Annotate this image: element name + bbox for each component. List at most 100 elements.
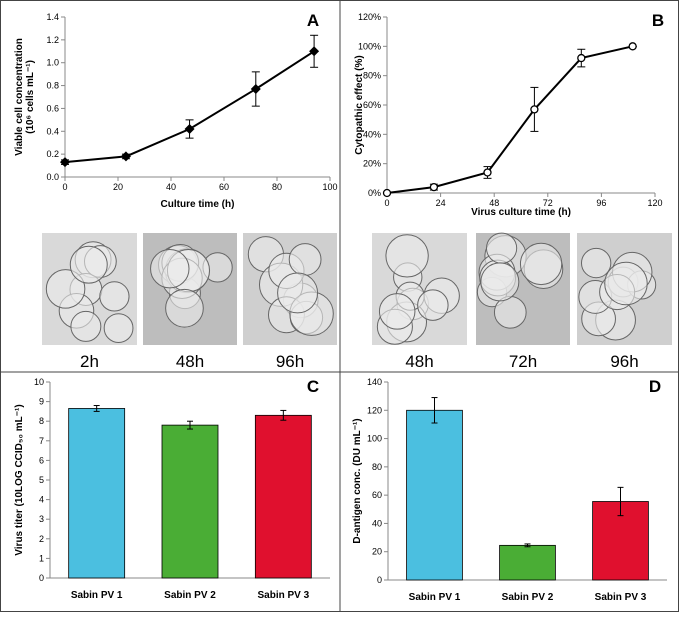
y-tick-label: 1.2 [46, 35, 59, 45]
error-bar [617, 486, 624, 517]
error-bar [524, 543, 531, 548]
y-tick-label: 5 [39, 475, 44, 485]
y-tick-label: 0 [377, 575, 382, 585]
y-tick-label: 4 [39, 495, 44, 505]
panel-label: A [307, 11, 319, 30]
microcarrier [580, 247, 612, 279]
x-tick-label: 60 [219, 182, 229, 192]
y-tick-label: 80% [363, 71, 381, 81]
bar [161, 424, 219, 579]
x-tick-label: 72 [543, 198, 553, 208]
y-axis-label: Viable cell concentration [14, 38, 25, 156]
y-tick-label: 100 [367, 434, 382, 444]
y-tick-label: 40% [363, 129, 381, 139]
marker [250, 84, 261, 94]
y-tick-label: 100% [358, 41, 381, 51]
microcarrier [486, 232, 518, 264]
y-tick-label: 3 [39, 514, 44, 524]
x-tick-label: Sabin PV 2 [164, 590, 216, 601]
y-axis-label: Cytopathic effect (%) [354, 55, 365, 154]
x-tick-label: 48 [489, 198, 499, 208]
error-bar [280, 409, 287, 421]
y-tick-label: 120 [367, 405, 382, 415]
microcarrier [45, 269, 86, 309]
x-tick-label: Sabin PV 1 [409, 592, 461, 603]
y-axis-label: (10⁶ cells mL⁻¹) [25, 60, 36, 134]
data-line [386, 45, 633, 194]
marker [120, 151, 131, 162]
y-tick-label: 80 [372, 462, 382, 472]
panel-label: C [307, 377, 319, 396]
x-tick-label: 20 [113, 182, 123, 192]
y-tick-label: 0.4 [46, 126, 59, 136]
microcarrier [150, 248, 190, 289]
marker [382, 188, 392, 198]
y-tick-label: 20 [372, 547, 382, 557]
marker [530, 105, 539, 114]
microcarrier [165, 288, 204, 328]
y-axis-label: D-antigen conc. (DU mL⁻¹) [352, 418, 363, 543]
y-tick-label: 2 [39, 534, 44, 544]
microcarrier [288, 243, 322, 276]
error-bar [187, 420, 193, 430]
x-tick-label: Sabin PV 3 [257, 590, 309, 601]
y-tick-label: 0.8 [46, 81, 59, 91]
image-label: 96h [610, 352, 638, 371]
x-tick-label: 80 [272, 182, 282, 192]
bar [499, 544, 556, 581]
microcarrier [69, 245, 108, 284]
bar [406, 409, 463, 581]
y-tick-label: 1.0 [46, 58, 59, 68]
microcarrier [417, 289, 449, 321]
microcarrier [604, 261, 648, 306]
y-tick-label: 9 [39, 397, 44, 407]
error-bar [93, 405, 100, 412]
y-tick-label: 0.6 [46, 103, 59, 113]
y-axis-label: Virus titer (10LOG CCID₅₀ mL⁻¹) [14, 404, 25, 555]
x-tick-label: 40 [166, 182, 176, 192]
image-label: 48h [405, 352, 433, 371]
bar [68, 408, 126, 579]
x-tick-label: 0 [62, 182, 67, 192]
microcarrier [480, 262, 520, 302]
microcarrier [70, 310, 102, 342]
microcarrier [277, 272, 319, 314]
y-tick-label: 10 [34, 377, 44, 387]
y-tick-label: 40 [372, 518, 382, 528]
y-tick-label: 0% [368, 188, 381, 198]
y-tick-label: 0.0 [46, 172, 59, 182]
marker [429, 182, 439, 192]
y-tick-label: 7 [39, 436, 44, 446]
marker [60, 157, 70, 168]
x-tick-label: Sabin PV 2 [502, 592, 554, 603]
image-label: 2h [80, 352, 99, 371]
y-tick-label: 1 [39, 553, 44, 563]
marker [483, 168, 492, 177]
x-tick-label: 24 [436, 198, 446, 208]
marker [577, 53, 586, 63]
y-tick-label: 20% [363, 159, 381, 169]
image-label: 48h [176, 352, 204, 371]
image-label: 72h [509, 352, 537, 371]
error-bar [431, 397, 438, 424]
x-tick-label: Sabin PV 1 [71, 590, 123, 601]
y-tick-label: 60 [372, 490, 382, 500]
x-tick-label: 120 [647, 198, 662, 208]
microcarrier [378, 293, 416, 330]
x-axis-label: Virus culture time (h) [471, 207, 571, 218]
y-tick-label: 8 [39, 416, 44, 426]
microcarrier [99, 281, 130, 312]
panel-label: B [652, 11, 664, 30]
x-tick-label: Sabin PV 3 [595, 592, 647, 603]
marker [628, 42, 637, 51]
panel-label: D [649, 377, 661, 396]
marker [184, 124, 195, 134]
y-tick-label: 60% [363, 100, 381, 110]
x-axis-label: Culture time (h) [161, 199, 235, 210]
x-tick-label: 0 [384, 198, 389, 208]
microcarrier [385, 234, 429, 278]
bar [254, 414, 312, 579]
y-tick-label: 1.4 [46, 12, 59, 22]
image-label: 96h [276, 352, 304, 371]
